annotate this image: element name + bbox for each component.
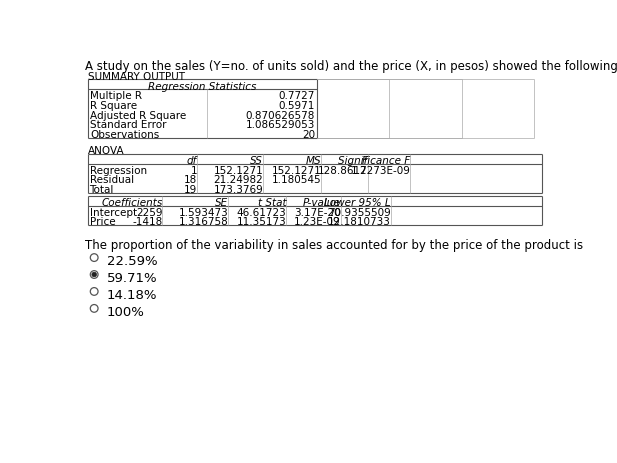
Text: Lower 95% L: Lower 95% L [325, 197, 391, 207]
Text: The proportion of the variability in sales accounted for by the price of the pro: The proportion of the variability in sal… [85, 238, 583, 251]
Text: 2259: 2259 [136, 208, 162, 218]
Text: Intercept: Intercept [89, 208, 136, 218]
Text: 152.1271: 152.1271 [271, 166, 321, 176]
Text: Adjusted R Square: Adjusted R Square [90, 111, 186, 120]
Text: t Stat: t Stat [258, 197, 286, 207]
Text: 173.3769: 173.3769 [213, 184, 263, 194]
Text: Residual: Residual [89, 175, 134, 185]
Text: Observations: Observations [90, 130, 160, 140]
Text: 46.61723: 46.61723 [237, 208, 286, 218]
Text: Multiple R: Multiple R [90, 91, 143, 101]
Text: MS: MS [305, 156, 321, 165]
Text: -1418: -1418 [132, 217, 162, 227]
Text: 1.086529053: 1.086529053 [246, 120, 315, 130]
Text: 1.316758: 1.316758 [178, 217, 228, 227]
Text: Coefficients: Coefficients [101, 197, 162, 207]
Circle shape [92, 273, 96, 277]
Text: 20: 20 [302, 130, 315, 140]
Text: 1.23E-09: 1.23E-09 [294, 217, 341, 227]
Text: SUMMARY OUTPUT: SUMMARY OUTPUT [88, 72, 185, 81]
Text: 1.180545: 1.180545 [271, 175, 321, 185]
Text: SE: SE [215, 197, 228, 207]
Text: 14.18%: 14.18% [107, 289, 157, 302]
Text: F: F [362, 156, 368, 165]
Text: 1.2273E-09: 1.2273E-09 [350, 166, 410, 176]
Text: 22.59%: 22.59% [107, 255, 157, 268]
Text: 100%: 100% [107, 306, 144, 319]
Text: P-value: P-value [303, 197, 341, 207]
Text: 19: 19 [184, 184, 197, 194]
Text: Price: Price [89, 217, 115, 227]
Text: 12.1810733: 12.1810733 [328, 217, 391, 227]
Text: 3.17E-20: 3.17E-20 [294, 208, 341, 218]
Text: Significance F: Significance F [338, 156, 410, 165]
Text: Regression Statistics: Regression Statistics [149, 81, 257, 92]
Text: 0.5971: 0.5971 [279, 101, 315, 111]
Text: 128.8617: 128.8617 [318, 166, 368, 176]
Text: 11.35173: 11.35173 [237, 217, 286, 227]
Text: 1: 1 [191, 166, 197, 176]
Text: 152.1271: 152.1271 [213, 166, 263, 176]
Text: Regression: Regression [89, 166, 147, 176]
Text: 18: 18 [184, 175, 197, 185]
Text: 59.71%: 59.71% [107, 272, 157, 285]
Text: A study on the sales (Y=no. of units sold) and the price (X, in pesos) showed th: A study on the sales (Y=no. of units sol… [85, 60, 617, 73]
Text: 0.870626578: 0.870626578 [246, 111, 315, 120]
Text: SS: SS [251, 156, 263, 165]
Text: Standard Error: Standard Error [90, 120, 167, 130]
Text: Total: Total [89, 184, 114, 194]
Text: 0.7727: 0.7727 [279, 91, 315, 101]
Text: 1.593473: 1.593473 [178, 208, 228, 218]
Text: df: df [187, 156, 197, 165]
Text: 21.24982: 21.24982 [213, 175, 263, 185]
Text: R Square: R Square [90, 101, 138, 111]
Text: ANOVA: ANOVA [88, 146, 125, 156]
Text: 70.9355509: 70.9355509 [328, 208, 391, 218]
